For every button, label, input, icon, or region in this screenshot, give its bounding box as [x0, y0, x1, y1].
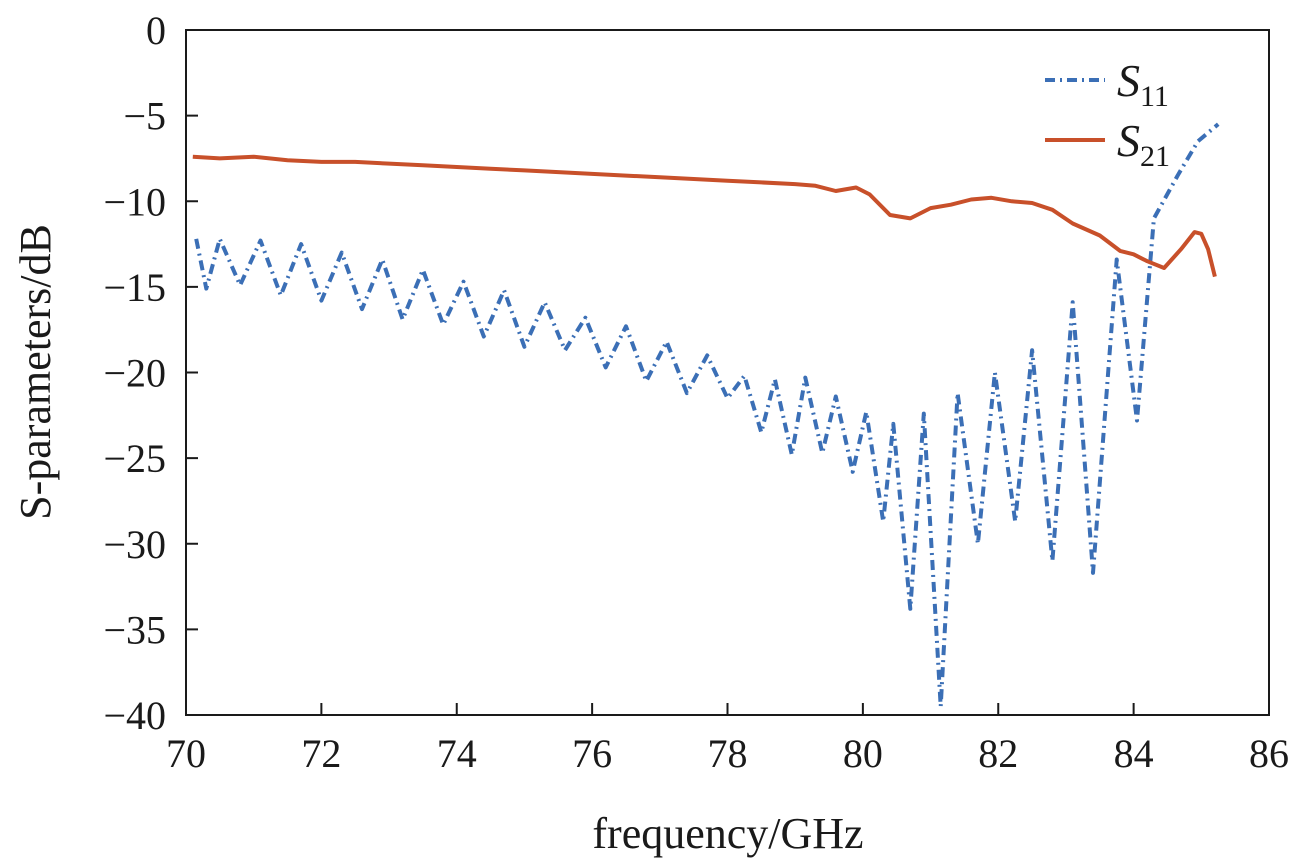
y-tick-label: −15 — [103, 265, 166, 310]
y-tick-label: 0 — [146, 8, 166, 53]
y-axis-title: S-parameters/dB — [11, 224, 60, 520]
x-tick-label: 78 — [708, 731, 748, 776]
legend: S11 S21 — [1045, 55, 1170, 173]
x-tick-label: 80 — [843, 731, 883, 776]
y-tick-label: −40 — [103, 693, 166, 738]
y-tick-label: −10 — [103, 179, 166, 224]
y-tick-label: −5 — [123, 94, 166, 139]
y-tick-label: −25 — [103, 436, 166, 481]
legend-s11-label: S11 — [1117, 55, 1169, 113]
series-line-s11 — [194, 122, 1220, 709]
x-tick-label: 84 — [1114, 731, 1154, 776]
legend-s21-label: S21 — [1117, 115, 1170, 173]
x-tick-label: 76 — [572, 731, 612, 776]
x-tick-label: 86 — [1249, 731, 1289, 776]
y-tick-label: −35 — [103, 607, 166, 652]
plot-lines — [192, 122, 1220, 709]
y-tick-label: −20 — [103, 351, 166, 396]
x-axis-title: frequency/GHz — [592, 809, 863, 858]
plot-frame — [185, 29, 1270, 716]
x-tick-label: 70 — [166, 731, 206, 776]
x-axis-ticks: 70 72 74 76 78 80 82 84 86 — [166, 703, 1289, 776]
x-tick-label: 72 — [301, 731, 341, 776]
y-axis-ticks: 0 −5 −10 −15 −20 −25 −30 −35 −40 — [103, 8, 198, 738]
x-tick-label: 74 — [437, 731, 477, 776]
y-tick-label: −30 — [103, 522, 166, 567]
series-line-s21 — [192, 154, 1217, 278]
x-tick-label: 82 — [978, 731, 1018, 776]
